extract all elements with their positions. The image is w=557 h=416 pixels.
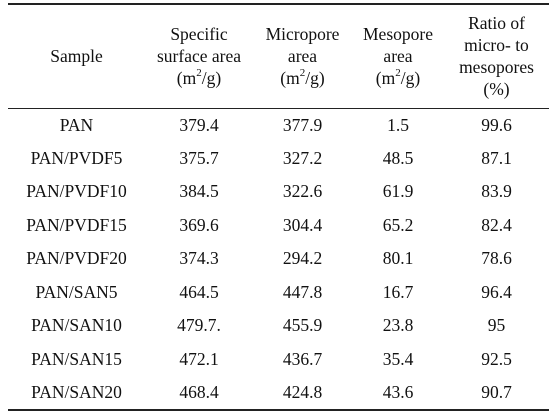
surface-area-table: Sample Specific surface area (m2/g) Micr… (8, 3, 549, 411)
cell-specific-surface-area: 464.5 (179, 281, 219, 302)
header-mesopore-area: Mesopore area (m2/g) (352, 3, 444, 109)
cell-specific-surface-area: 374.3 (179, 248, 219, 269)
cell-micropore-area: 322.6 (282, 181, 323, 202)
header-ratio-micro-to-mesopores: Ratio of micro- to mesopores (%) (444, 3, 549, 109)
cell-ratio: 99.6 (481, 114, 512, 135)
cell-specific-surface-area: 468.4 (145, 376, 253, 411)
cell-specific-surface-area: 472.1 (179, 348, 219, 369)
cell-ratio: 82.4 (481, 214, 512, 235)
header-specific-surface-area: Specific surface area (m2/g) (145, 3, 253, 109)
cell-specific-surface-area: 384.5 (179, 181, 219, 202)
cell-specific-surface-area: 375.7 (179, 147, 219, 168)
table-row: PAN/SAN5 464.5 447.8 16.7 96.4 (8, 276, 549, 310)
cell-sample: PAN/SAN10 (31, 315, 122, 336)
cell-micropore-area: 377.9 (282, 114, 323, 135)
header-row: Sample Specific surface area (m2/g) Micr… (8, 3, 549, 109)
cell-mesopore-area: 65.2 (382, 214, 414, 235)
cell-micropore-area: 327.2 (282, 147, 323, 168)
table-row: PAN/PVDF15 369.6 304.4 65.2 82.4 (8, 209, 549, 243)
cell-sample: PAN (59, 114, 94, 135)
cell-ratio: 96.4 (481, 281, 512, 302)
cell-ratio: 83.9 (481, 181, 512, 202)
table-row: PAN 379.4 377.9 1.5 99.6 (8, 108, 549, 142)
cell-sample: PAN/SAN20 (8, 376, 145, 411)
data-table-container: Sample Specific surface area (m2/g) Micr… (8, 3, 549, 411)
cell-sample: PAN/PVDF5 (30, 147, 123, 168)
cell-mesopore-area: 80.1 (382, 248, 414, 269)
cell-mesopore-area: 23.8 (382, 315, 414, 336)
cell-ratio: 90.7 (444, 376, 549, 411)
header-sample: Sample (8, 3, 145, 109)
cell-mesopore-area: 61.9 (382, 181, 414, 202)
cell-micropore-area: 294.2 (282, 248, 323, 269)
table-row: PAN/PVDF10 384.5 322.6 61.9 83.9 (8, 175, 549, 209)
cell-specific-surface-area: 369.6 (179, 214, 219, 235)
cell-mesopore-area: 48.5 (382, 147, 414, 168)
table-row: PAN/SAN15 472.1 436.7 35.4 92.5 (8, 343, 549, 377)
cell-micropore-area: 447.8 (282, 281, 323, 302)
cell-ratio: 78.6 (481, 248, 512, 269)
header-micropore-area: Micropore area (m2/g) (253, 3, 352, 109)
cell-sample: PAN/PVDF20 (26, 248, 127, 269)
cell-micropore-area: 436.7 (282, 348, 323, 369)
cell-mesopore-area: 1.5 (387, 114, 409, 135)
cell-specific-surface-area: 379.4 (179, 114, 219, 135)
table-row: PAN/PVDF5 375.7 327.2 48.5 87.1 (8, 142, 549, 176)
cell-ratio: 95 (487, 315, 506, 336)
cell-ratio: 92.5 (481, 348, 512, 369)
cell-specific-surface-area: 479.7. (177, 315, 221, 336)
cell-micropore-area: 304.4 (282, 214, 323, 235)
cell-ratio: 87.1 (481, 147, 512, 168)
table-row: PAN/SAN20 468.4 424.8 43.6 90.7 (8, 376, 549, 411)
cell-mesopore-area: 16.7 (382, 281, 414, 302)
cell-sample: PAN/PVDF10 (26, 181, 127, 202)
table-row: PAN/SAN10 479.7. 455.9 23.8 95 (8, 309, 549, 343)
cell-sample: PAN/SAN15 (31, 348, 122, 369)
cell-mesopore-area: 35.4 (382, 348, 414, 369)
cell-micropore-area: 455.9 (282, 315, 323, 336)
cell-mesopore-area: 43.6 (352, 376, 444, 411)
cell-micropore-area: 424.8 (253, 376, 352, 411)
cell-sample: PAN/PVDF15 (26, 214, 127, 235)
table-row: PAN/PVDF20 374.3 294.2 80.1 78.6 (8, 242, 549, 276)
cell-sample: PAN/SAN5 (35, 281, 118, 302)
